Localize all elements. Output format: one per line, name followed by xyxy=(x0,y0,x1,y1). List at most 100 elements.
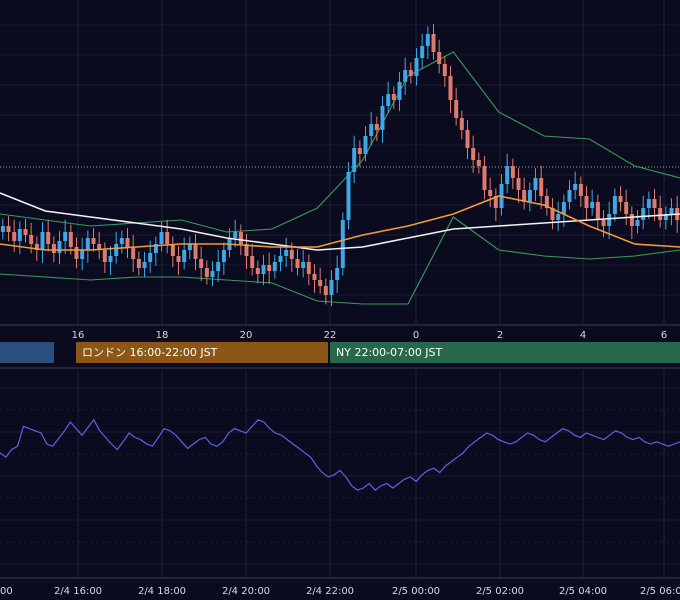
candle-body xyxy=(471,148,476,160)
grid xyxy=(0,0,680,579)
candle-body xyxy=(663,214,668,220)
candle-body xyxy=(329,280,334,295)
candle-body xyxy=(533,178,538,190)
candle-body xyxy=(363,136,368,154)
bollinger-lower-line xyxy=(0,216,680,305)
candle-body xyxy=(34,244,39,250)
candle-body xyxy=(204,268,209,277)
session-2: NY 22:00-07:00 JST xyxy=(330,342,680,363)
candle-body xyxy=(23,229,28,235)
candle-body xyxy=(629,214,634,226)
oscillator-panel xyxy=(0,418,680,492)
candle-body xyxy=(635,220,640,226)
candle-body xyxy=(261,265,266,274)
candle-body xyxy=(403,70,408,82)
candle-body xyxy=(68,232,73,247)
candle-body xyxy=(522,190,527,202)
candle-body xyxy=(29,235,34,244)
candle-body xyxy=(199,259,204,268)
candle-body xyxy=(102,250,107,262)
candle-body xyxy=(159,232,164,244)
candle-body xyxy=(476,160,481,166)
candle-body xyxy=(386,94,391,106)
x-tick-label: 6 xyxy=(661,330,667,341)
candle-body xyxy=(669,208,674,214)
candle-body xyxy=(289,250,294,259)
session-0 xyxy=(0,342,54,363)
candle-body xyxy=(612,196,617,214)
candle-body xyxy=(63,232,68,241)
x-tick-label: 2/4 18:00 xyxy=(138,586,186,597)
candle-body xyxy=(295,259,300,268)
oscillator-line xyxy=(0,418,680,492)
candle-body xyxy=(550,208,555,220)
candle-body xyxy=(607,214,612,226)
candle-body xyxy=(408,70,413,76)
candle-body xyxy=(516,178,521,190)
candle-body xyxy=(454,100,459,118)
x-tick-label: 4 xyxy=(580,330,586,341)
candle-body xyxy=(91,238,96,244)
candle-body xyxy=(539,178,544,196)
candle-body xyxy=(108,256,113,262)
candle-body xyxy=(391,94,396,100)
candle-body xyxy=(459,118,464,130)
ma-long-line xyxy=(0,192,680,251)
candle-body xyxy=(380,106,385,130)
candle-body xyxy=(187,244,192,250)
candle-body xyxy=(148,253,153,262)
candle-body xyxy=(646,199,651,208)
session-1: ロンドン 16:00-22:00 JST xyxy=(76,342,328,363)
candle-body xyxy=(221,250,226,262)
candle-body xyxy=(346,172,351,220)
candle-body xyxy=(335,268,340,280)
candle-body xyxy=(182,250,187,262)
candle-body xyxy=(488,190,493,196)
candle-body xyxy=(374,124,379,130)
candle-body xyxy=(505,166,510,184)
candle-body xyxy=(119,238,124,244)
candle-body xyxy=(284,250,289,256)
x-axis-bottom: 00 2/4 16:00 2/4 18:00 2/4 20:00 2/4 22:00 2/… xyxy=(0,586,680,597)
candle-body xyxy=(601,220,606,226)
candle-body xyxy=(397,82,402,100)
x-tick-label: 2 xyxy=(497,330,503,341)
candle-body xyxy=(323,286,328,295)
x-tick-label: 2/4 22:00 xyxy=(306,586,354,597)
x-tick-label: 2/5 02:00 xyxy=(476,586,524,597)
candle-body xyxy=(357,148,362,154)
candle-body xyxy=(6,226,11,232)
candle-body xyxy=(267,265,272,271)
candle-body xyxy=(17,229,22,241)
candle-body xyxy=(165,232,170,244)
x-tick-label: 20 xyxy=(240,330,253,341)
x-tick-label: 16 xyxy=(72,330,85,341)
candle-body xyxy=(641,208,646,220)
candle-body xyxy=(51,244,56,253)
candle-body xyxy=(578,184,583,196)
candle-body xyxy=(465,130,470,148)
candle-body xyxy=(624,202,629,214)
candle-body xyxy=(527,190,532,202)
candle-body xyxy=(80,250,85,259)
bollinger-bands xyxy=(0,51,680,305)
candle-body xyxy=(652,199,657,208)
candle-body xyxy=(46,232,51,244)
candle-body xyxy=(301,262,306,268)
candle-body xyxy=(125,238,130,247)
candle-body xyxy=(595,202,600,220)
candle-body xyxy=(437,52,442,64)
candle-body xyxy=(142,262,147,268)
candle-body xyxy=(425,34,430,46)
x-tick-label: 2/5 06:00 xyxy=(640,586,680,597)
x-tick-label: 22 xyxy=(324,330,337,341)
candle-body xyxy=(12,232,17,241)
candle-body xyxy=(312,274,317,280)
candle-body xyxy=(414,58,419,76)
candle-body xyxy=(40,232,45,250)
ma-short-line xyxy=(0,195,680,251)
candle-body xyxy=(567,190,572,202)
candle-body xyxy=(255,268,260,274)
candle-body xyxy=(278,256,283,262)
